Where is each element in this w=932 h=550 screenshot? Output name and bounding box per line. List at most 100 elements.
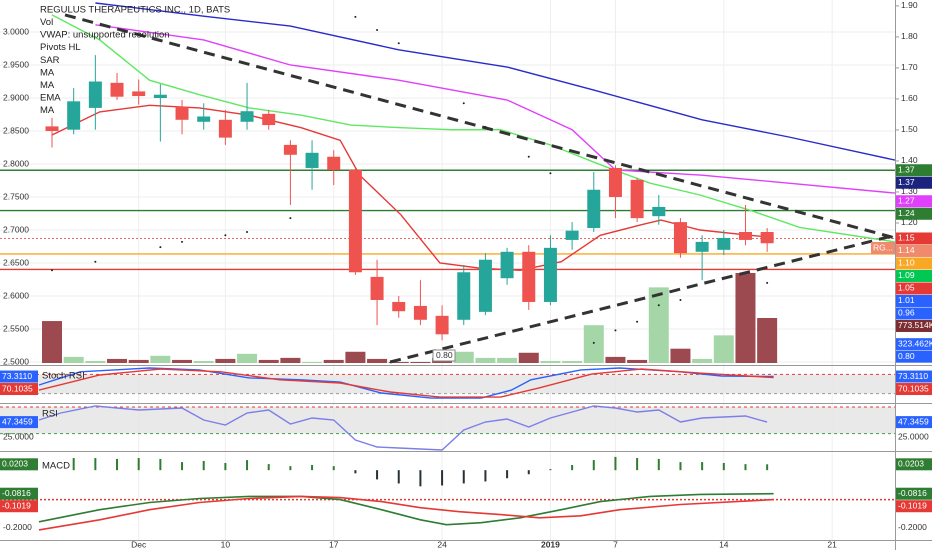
volume-bar	[605, 356, 626, 363]
candle-body	[67, 101, 81, 130]
rsi-pane	[0, 405, 895, 451]
value-badge	[0, 500, 38, 513]
value-badge-label: 70.1035	[898, 383, 929, 393]
candle-body	[717, 237, 731, 250]
volume-bar	[648, 287, 669, 363]
y-tick-label: 2.5500	[3, 323, 29, 333]
histogram-bar	[94, 458, 97, 471]
candle-body	[478, 259, 492, 312]
volume-bar	[345, 351, 366, 363]
y2-tick-label: 1.60	[901, 93, 918, 103]
y-tick-label: 2.9500	[3, 59, 29, 69]
volume-bar	[107, 358, 128, 363]
histogram-bar	[419, 470, 422, 487]
x-tick-label: 10	[221, 539, 231, 549]
value-badge	[896, 307, 932, 320]
histogram-bar	[657, 458, 660, 471]
histogram-bar	[267, 464, 270, 471]
y2-tick-label: 25.0000	[898, 431, 929, 441]
value-badge	[896, 282, 932, 295]
value-badge-label: 1.37	[898, 165, 915, 175]
candle-body	[760, 232, 774, 244]
x-tick-label: 21	[827, 539, 837, 549]
candle-body	[197, 116, 211, 122]
candle-body	[88, 81, 102, 108]
histogram-bar	[289, 466, 292, 471]
sar-dot	[289, 217, 292, 220]
sar-dot	[766, 281, 769, 284]
y-tick-label: 2.7000	[3, 224, 29, 234]
value-badge-label: 73.3110	[2, 371, 32, 381]
candle-body	[673, 222, 687, 254]
x-tick-label: 17	[329, 539, 339, 549]
value-badge	[896, 294, 932, 307]
price-tag-label: 0.80	[436, 350, 453, 360]
macd-line	[38, 492, 774, 526]
value-badge	[0, 416, 38, 429]
volume-bar	[692, 358, 713, 363]
y-tick-label: 2.5000	[3, 356, 29, 366]
value-badge	[896, 195, 932, 208]
value-badge-label: 0.80	[898, 351, 915, 361]
sar-dot	[376, 29, 379, 32]
volume-bar	[713, 335, 734, 363]
volume-bar	[562, 360, 583, 363]
x-tick-label: 2019	[541, 539, 560, 549]
sar-dot	[354, 15, 357, 18]
sar-dot	[527, 155, 530, 158]
ma-line	[95, 24, 895, 194]
histogram-bar	[441, 470, 444, 486]
legend-entry: Vol	[40, 17, 53, 28]
candle-body	[608, 167, 622, 198]
y2-tick-label: 1.20	[901, 217, 918, 227]
value-badge-label: 1.24	[898, 208, 915, 218]
value-badge	[896, 383, 932, 396]
histogram-bar	[376, 470, 379, 480]
candle-body	[695, 241, 709, 252]
y2-tick-label: -0.2000	[898, 522, 927, 532]
value-badge-label: 1.37	[898, 177, 915, 187]
indicator-line	[38, 405, 768, 451]
value-badge	[0, 370, 38, 383]
candle-body	[500, 251, 514, 279]
y-tick-label: -0.2000	[3, 522, 32, 532]
indicator-line	[38, 368, 774, 398]
histogram-bar	[224, 462, 227, 471]
volume-bar	[193, 360, 214, 363]
volume-bar	[258, 359, 279, 363]
histogram-bar	[766, 464, 769, 471]
histogram-bar	[701, 462, 704, 471]
value-badge	[896, 458, 932, 471]
value-badge	[0, 487, 38, 500]
legend-entry: Pivots HL	[40, 42, 81, 53]
value-badge	[896, 350, 932, 363]
value-badge-label: -0.1019	[2, 500, 31, 510]
value-badge	[896, 319, 932, 332]
sar-dot	[94, 260, 97, 263]
value-badge-label: 773.514K	[898, 320, 932, 330]
histogram-bar	[549, 469, 552, 471]
ma-line	[95, 2, 895, 161]
volume-bar	[280, 357, 301, 363]
histogram-bar	[354, 470, 357, 474]
histogram-bar	[744, 464, 747, 471]
sar-dot	[657, 304, 660, 307]
ma-line	[51, 14, 895, 243]
pane-title: RSI	[42, 409, 58, 420]
value-badge-label: 1.05	[898, 283, 915, 293]
candle-body	[652, 206, 666, 217]
value-badge-label: 323.462K	[898, 338, 932, 348]
histogram-bar	[202, 460, 205, 471]
candle-body	[153, 94, 167, 99]
legend-entry: EMA	[40, 93, 61, 104]
histogram-bar	[484, 470, 487, 482]
legend-entry: MA	[40, 105, 55, 116]
value-badge	[896, 176, 932, 189]
histogram-bar	[246, 460, 249, 471]
value-badge	[896, 164, 932, 177]
histogram-bar	[614, 456, 617, 471]
value-badge-label: 1.10	[898, 258, 915, 268]
candle-body	[175, 106, 189, 120]
y2-tick-label: 1.30	[901, 186, 918, 196]
